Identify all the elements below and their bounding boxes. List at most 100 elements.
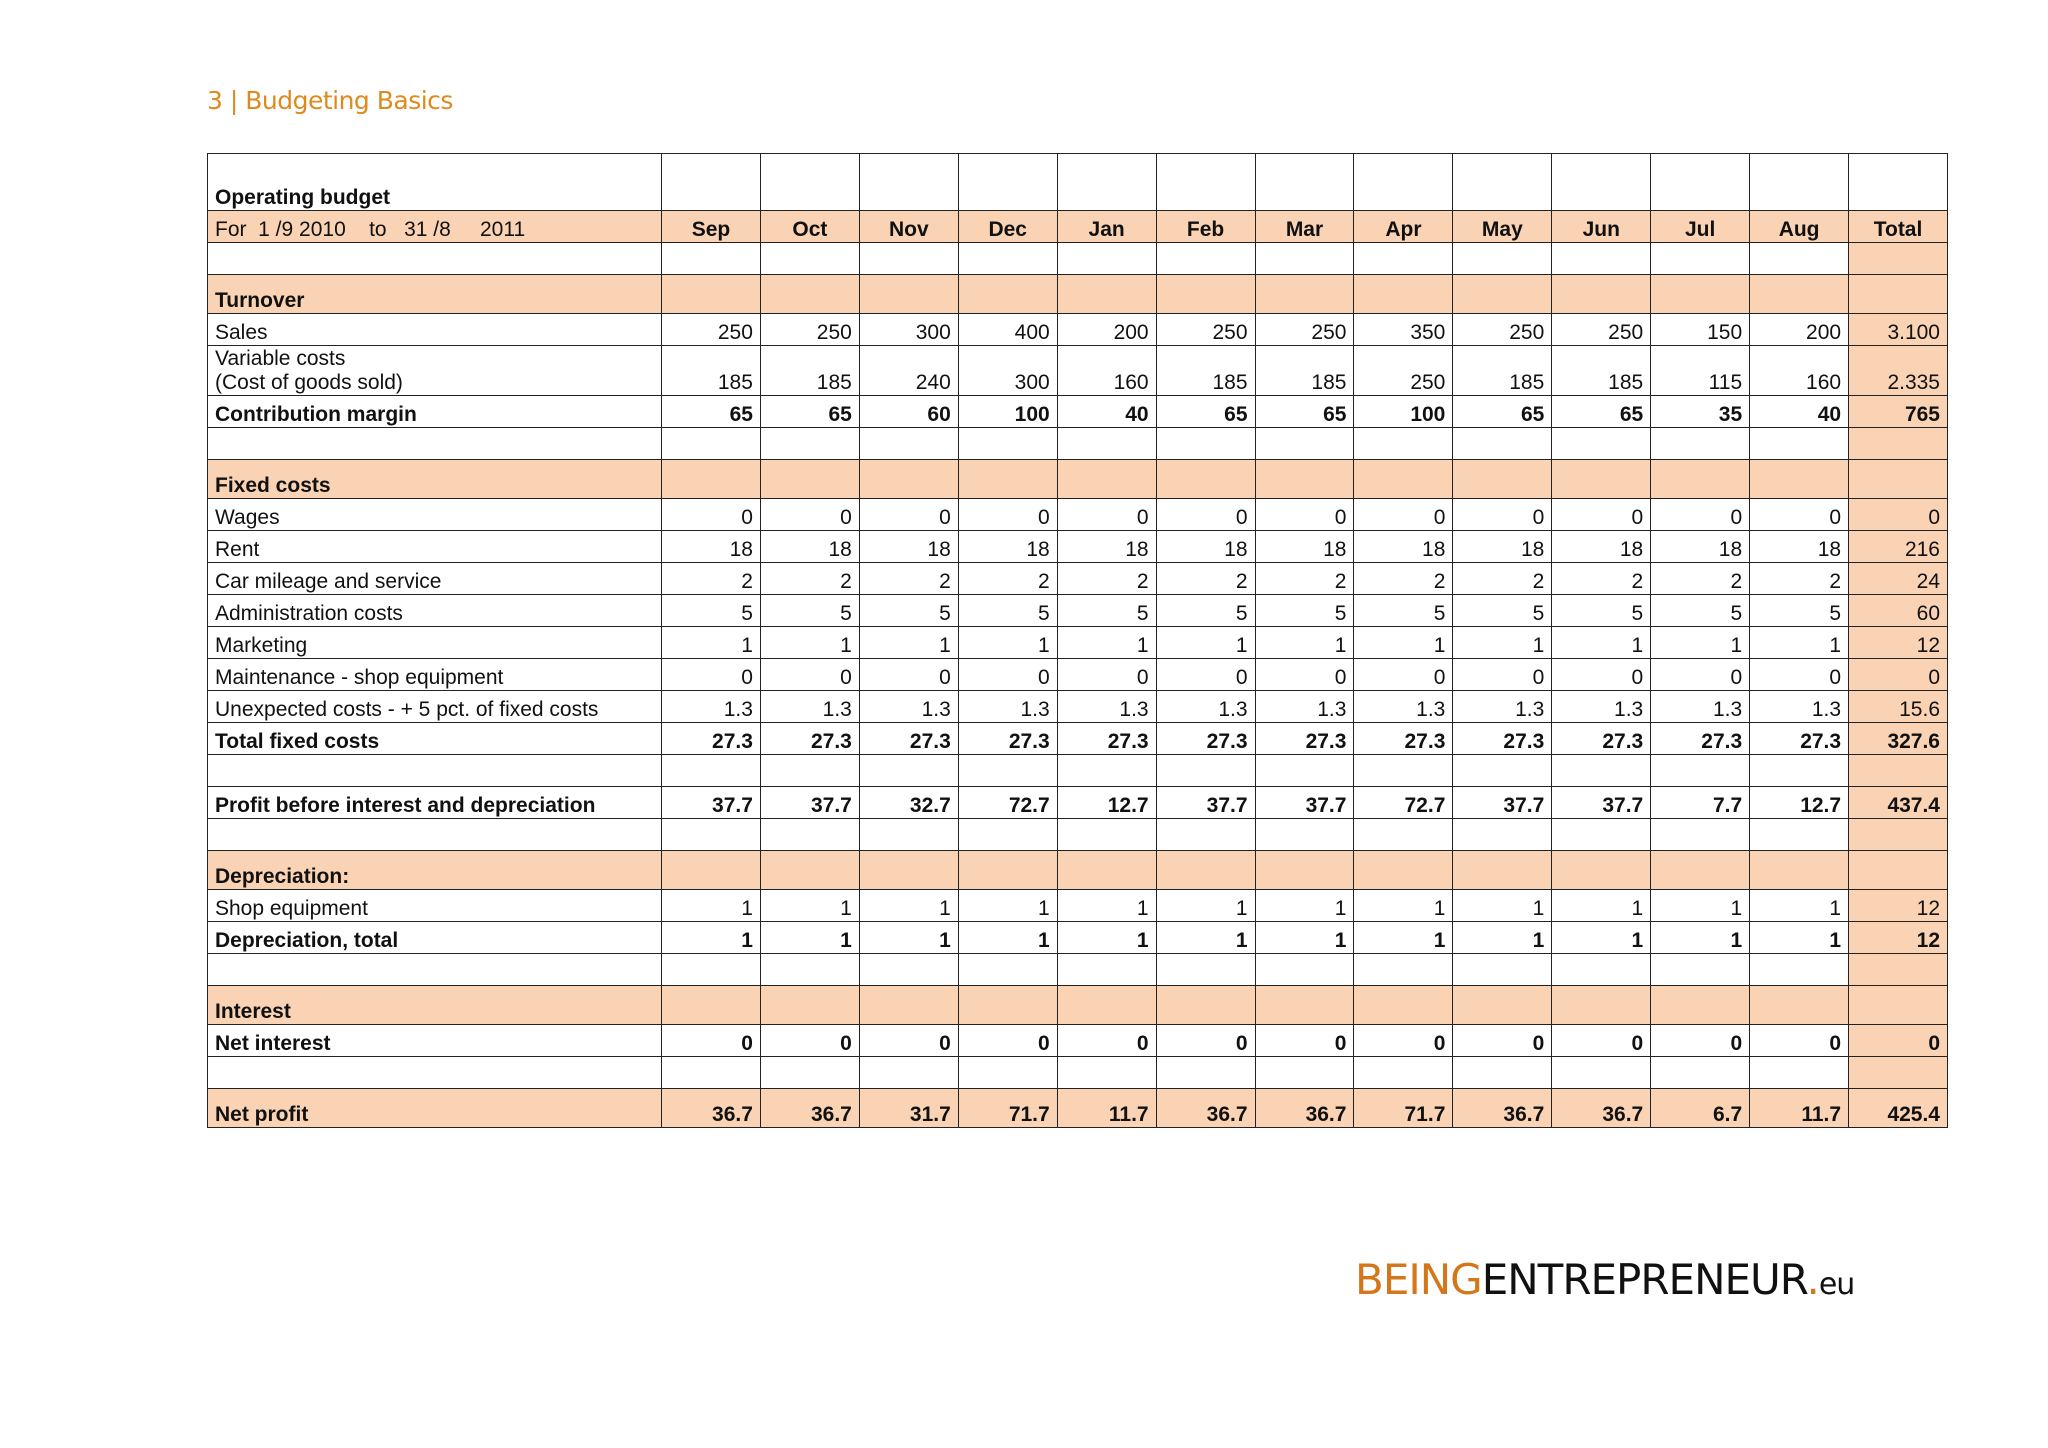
table-row: Net profit 36.7 36.7 31.7 71.7 11.7 36.7 36.7 71… [207,1088,1948,1128]
value-cell [1155,427,1256,460]
value-cell [1551,427,1652,460]
value-cell: 2 [858,562,959,595]
value-cell [1353,850,1454,890]
value-cell: 7.7 [1650,786,1751,819]
value-cell: 1.3 [1353,690,1454,723]
value-cell: 27.3 [1551,722,1652,755]
value-cell: 250 [1155,313,1256,346]
total-cell: 765 [1848,395,1948,428]
value-cell: 37.7 [759,786,860,819]
value-cell: 250 [1254,313,1355,346]
value-cell: 1 [1749,921,1850,954]
value-cell: 0 [858,498,959,531]
empty-cell [1848,153,1948,211]
value-cell: 0 [957,498,1058,531]
section-row: Turnover [207,274,1948,314]
value-cell: 350 [1353,313,1454,346]
value-cell [1749,985,1850,1025]
table-row: Wages 0 0 0 0 0 0 0 0 0 0 0 0 0 [207,498,1948,531]
value-cell: 65 [759,395,860,428]
value-cell [1452,427,1553,460]
value-cell: 160 [1056,345,1157,396]
row-label: Car mileage and service [207,562,662,595]
section-row: Depreciation: [207,850,1948,890]
section-row: Interest [207,985,1948,1025]
value-cell: 65 [1551,395,1652,428]
value-cell [759,754,860,787]
value-cell: 250 [1353,345,1454,396]
value-cell: 18 [1452,530,1553,563]
value-cell [1551,1056,1652,1089]
row-label: Net profit [207,1088,662,1128]
value-cell: 1 [1452,889,1553,922]
value-cell [1749,818,1850,851]
value-cell: 27.3 [1452,722,1553,755]
value-cell [1452,985,1553,1025]
empty-cell [1254,153,1355,211]
total-cell [1848,459,1948,499]
total-cell: 3.100 [1848,313,1948,346]
value-cell: 0 [1452,658,1553,691]
value-cell [1650,459,1751,499]
value-cell: 1 [1353,921,1454,954]
value-cell [661,754,761,787]
month-header-row: For 1 /9 2010 to 31 /8 2011 Sep Oct Nov Dec… [207,210,1948,243]
value-cell: 0 [1155,1024,1256,1057]
value-cell: 27.3 [957,722,1058,755]
value-cell: 1 [1749,626,1850,659]
value-cell: 250 [661,313,761,346]
value-cell: 300 [858,313,959,346]
total-cell: 425.4 [1848,1088,1948,1128]
value-cell: 5 [957,594,1058,627]
value-cell [1749,459,1850,499]
value-cell [1749,242,1850,275]
total-cell: 0 [1848,498,1948,531]
value-cell: 0 [1056,658,1157,691]
value-cell: 250 [759,313,860,346]
value-cell: 2 [759,562,860,595]
value-cell: 18 [1056,530,1157,563]
table-title-row: Operating budget [207,153,1948,211]
month-header: Dec [957,210,1058,243]
value-cell: 1 [1452,626,1553,659]
value-cell: 18 [1254,530,1355,563]
value-cell: 1.3 [1650,690,1751,723]
value-cell [1254,850,1355,890]
value-cell: 5 [1254,594,1355,627]
value-cell [1551,754,1652,787]
value-cell [858,985,959,1025]
value-cell: 18 [661,530,761,563]
total-cell [1848,754,1948,787]
value-cell [661,274,761,314]
value-cell [957,985,1058,1025]
value-cell [759,459,860,499]
value-cell [1749,427,1850,460]
value-cell [759,274,860,314]
value-cell: 160 [1749,345,1850,396]
value-cell: 18 [858,530,959,563]
value-cell [759,850,860,890]
table-row: Variable costs (Cost of goods sold) 185 18… [207,345,1948,396]
value-cell: 2 [1650,562,1751,595]
value-cell: 65 [661,395,761,428]
value-cell: 1.3 [759,690,860,723]
value-cell: 2 [1749,562,1850,595]
value-cell: 27.3 [1650,722,1751,755]
value-cell: 0 [1155,498,1256,531]
value-cell [1056,274,1157,314]
value-cell: 2 [661,562,761,595]
row-label: Contribution margin [207,395,662,428]
table-row: Maintenance - shop equipment 0 0 0 0 0 0 0 0 0 0 0 0… [207,658,1948,691]
value-cell: 0 [1551,658,1652,691]
spacer-row [207,427,1948,460]
row-label: Administration costs [207,594,662,627]
value-cell: 2 [1452,562,1553,595]
value-cell [1452,242,1553,275]
month-header: May [1452,210,1553,243]
value-cell: 1 [1650,889,1751,922]
spacer-row [207,818,1948,851]
value-cell [1254,953,1355,986]
value-cell: 0 [957,658,1058,691]
value-cell: 71.7 [957,1088,1058,1128]
total-cell: 0 [1848,1024,1948,1057]
